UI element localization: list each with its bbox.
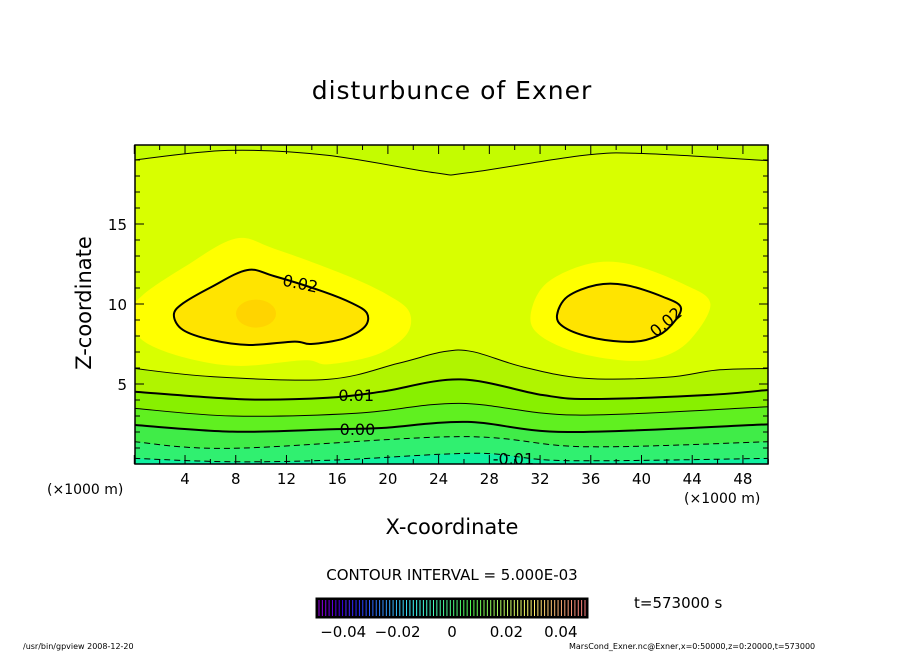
y-axis-label: Z-coordinate: [72, 236, 96, 370]
contour-interval-text: CONTOUR INTERVAL = 5.000E-03: [326, 566, 578, 584]
x-tick-label: 36: [581, 470, 600, 488]
contour-line: [135, 378, 768, 401]
x-tick-label: 16: [328, 470, 347, 488]
contour-label: 0.01: [338, 386, 374, 405]
colorbar-tick-label: −0.02: [375, 623, 421, 641]
contour-line: [135, 436, 768, 449]
colorbar-tick-label: −0.04: [320, 623, 366, 641]
x-unit-left: (×1000 m): [47, 482, 124, 498]
colorbar-frame: [315, 597, 589, 619]
colorbar-tick-label: 0: [447, 623, 457, 641]
x-tick-label: 32: [531, 470, 550, 488]
chart-title: disturbunce of Exner: [311, 76, 593, 105]
x-tick-label: 28: [480, 470, 499, 488]
contour-line: [135, 149, 768, 176]
x-tick-label: 44: [683, 470, 702, 488]
x-tick-label: 48: [733, 470, 752, 488]
contour-line: [135, 420, 768, 434]
y-tick-label: 10: [108, 296, 127, 314]
maximum-spot: [236, 299, 277, 328]
colorbar-tick-label: 0.04: [544, 623, 577, 641]
y-tick-label: 5: [117, 376, 127, 394]
contour-line: [135, 349, 768, 381]
contour-line: [172, 268, 370, 346]
fill-band: [135, 145, 768, 175]
contour-label: 0.00: [340, 420, 376, 439]
footer-left: /usr/bin/gpview 2008-12-20: [23, 642, 134, 651]
footer-right: MarsCond_Exner.nc@Exner,x=0:50000,z=0:20…: [569, 642, 816, 651]
contour-line: [135, 452, 768, 463]
time-text: t=573000 s: [634, 594, 723, 612]
contour-fills: [135, 145, 768, 464]
x-axis-label: X-coordinate: [385, 515, 519, 539]
x-tick-label: 12: [277, 470, 296, 488]
x-tick-label: 24: [429, 470, 448, 488]
x-tick-label: 40: [632, 470, 651, 488]
x-unit-right: (×1000 m): [684, 491, 761, 507]
fill-band-inside: [556, 283, 682, 342]
x-tick-label: 4: [180, 470, 190, 488]
contour-label: -0.01: [493, 449, 534, 468]
y-tick-label: 15: [108, 216, 127, 234]
contour-line: [135, 402, 768, 417]
x-tick-label: 20: [378, 470, 397, 488]
x-tick-label: 8: [231, 470, 241, 488]
contour-lines: [135, 149, 768, 463]
colorbar: −0.04 −0.02 0 0.02 0.04: [315, 597, 589, 641]
colorbar-tick-label: 0.02: [490, 623, 523, 641]
contour-line: [555, 282, 683, 343]
